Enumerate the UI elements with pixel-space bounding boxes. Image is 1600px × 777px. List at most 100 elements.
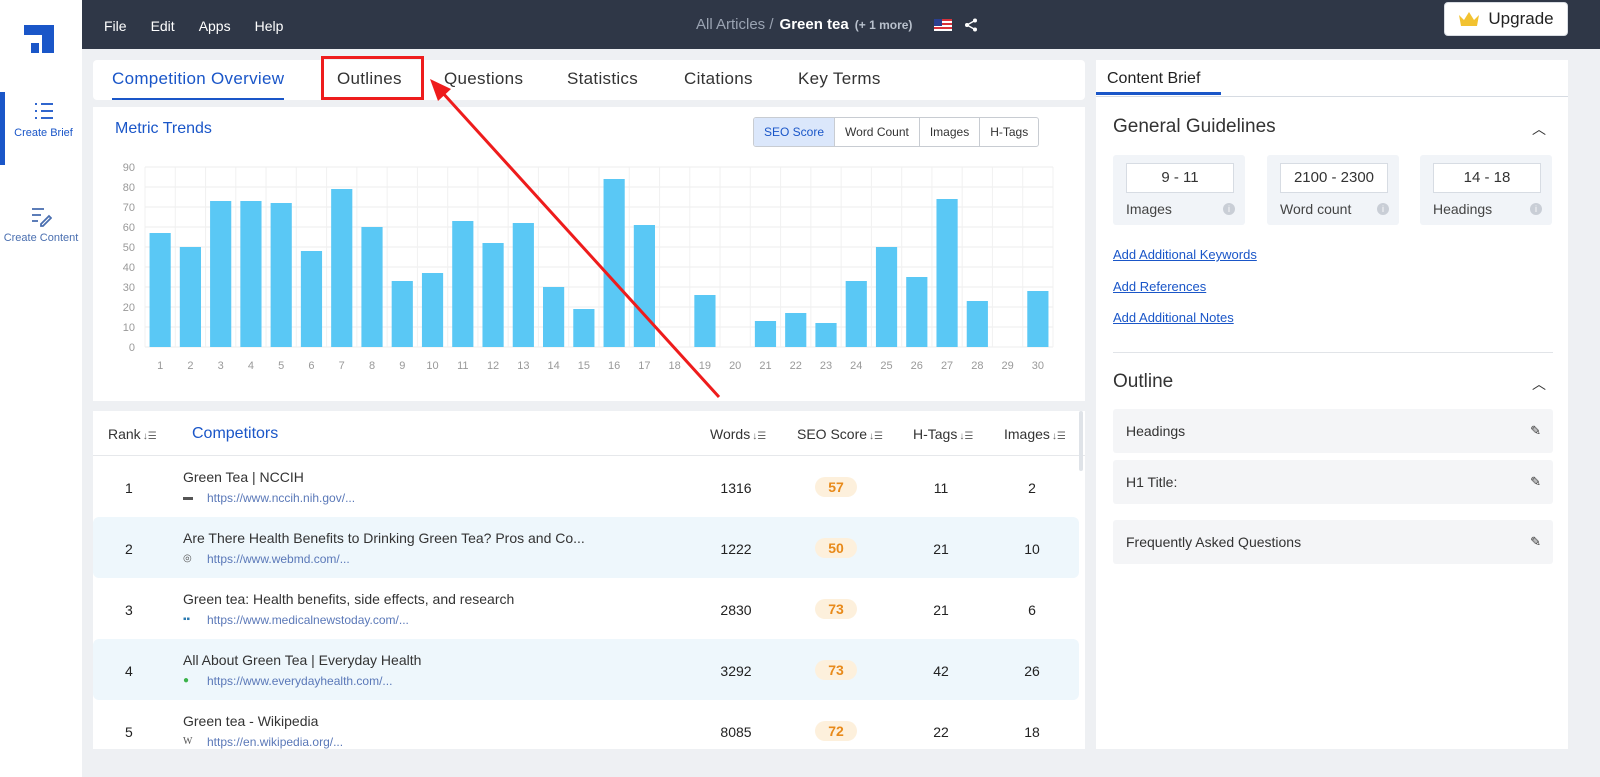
breadcrumb-all-articles[interactable]: All Articles / <box>696 16 774 33</box>
tab-statistics[interactable]: Statistics <box>567 69 639 88</box>
x-tick-label: 7 <box>339 360 345 372</box>
menu-edit[interactable]: Edit <box>150 18 175 34</box>
tab-competition-overview[interactable]: Competition Overview <box>112 69 285 100</box>
tab-key-terms[interactable]: Key Terms <box>798 69 881 88</box>
chart-bar <box>149 233 171 347</box>
tab-citations[interactable]: Citations <box>684 69 753 88</box>
images-cell: 18 <box>1024 724 1040 740</box>
chart-bar <box>966 301 988 347</box>
y-tick-label: 10 <box>123 322 135 334</box>
pencil-icon[interactable]: ✎ <box>1530 474 1541 489</box>
sidebar-item-create-brief[interactable]: Create Brief <box>0 92 82 165</box>
competitor-url[interactable]: https://www.nccih.nih.gov/... <box>207 491 356 505</box>
header-seo-score[interactable]: SEO Score ↓☰ <box>797 426 883 442</box>
metric-label: Images <box>1126 201 1172 217</box>
images-cell: 2 <box>1028 480 1036 496</box>
toggle-word-count[interactable]: Word Count <box>834 118 919 146</box>
share-icon[interactable] <box>964 18 978 32</box>
menu-file[interactable]: File <box>104 18 127 34</box>
content-brief-panel: Content Brief General Guidelines ︿ 9 - 1… <box>1096 60 1568 749</box>
table-row[interactable]: 4 All About Green Tea | Everyday Health … <box>93 639 1079 700</box>
upgrade-button[interactable]: Upgrade <box>1444 2 1568 36</box>
menu-help[interactable]: Help <box>254 18 284 34</box>
h-tags-cell: 22 <box>933 724 949 740</box>
header-words[interactable]: Words ↓☰ <box>710 426 767 442</box>
x-tick-label: 2 <box>187 360 193 372</box>
x-tick-label: 26 <box>911 360 923 372</box>
chevron-up-icon[interactable]: ︿ <box>1532 121 1546 137</box>
h-tags-cell: 42 <box>933 663 949 679</box>
metric-toggle: SEO Score Word Count Images H-Tags <box>753 117 1040 147</box>
chevron-up-icon[interactable]: ︿ <box>1532 376 1546 392</box>
outline-row-faq[interactable]: Frequently Asked Questions ✎ <box>1113 520 1553 564</box>
chart-bar <box>543 287 565 347</box>
tab-outlines[interactable]: Outlines <box>337 69 402 88</box>
info-icon[interactable]: i <box>1530 203 1542 215</box>
x-tick-label: 13 <box>517 360 529 372</box>
add-notes-link[interactable]: Add Additional Notes <box>1113 310 1234 325</box>
competitor-title[interactable]: Are There Health Benefits to Drinking Gr… <box>183 530 585 546</box>
competitor-title[interactable]: Green tea: Health benefits, side effects… <box>183 591 515 607</box>
chart-bar <box>633 225 655 347</box>
metric-headings: 14 - 18 Headings i <box>1420 155 1552 225</box>
crown-icon <box>1459 12 1480 26</box>
seo-score-badge: 73 <box>815 660 857 680</box>
pencil-icon[interactable]: ✎ <box>1530 423 1541 438</box>
competitor-url[interactable]: https://www.webmd.com/... <box>207 552 350 566</box>
words-cell: 2830 <box>720 602 752 618</box>
x-tick-label: 12 <box>487 360 499 372</box>
pencil-icon[interactable]: ✎ <box>1530 534 1541 549</box>
table-row[interactable]: 2 Are There Health Benefits to Drinking … <box>93 517 1079 578</box>
toggle-h-tags[interactable]: H-Tags <box>979 118 1038 146</box>
info-icon[interactable]: i <box>1377 203 1389 215</box>
table-scrollbar[interactable] <box>1079 411 1083 471</box>
competitor-url[interactable]: https://www.everydayhealth.com/... <box>207 674 393 688</box>
chart-bar <box>361 227 383 347</box>
app-logo-icon[interactable] <box>24 25 54 53</box>
rank-cell: 5 <box>125 724 133 740</box>
chart-bar <box>875 247 898 347</box>
competitor-title[interactable]: All About Green Tea | Everyday Health <box>183 652 422 668</box>
competitor-url[interactable]: https://en.wikipedia.org/... <box>207 735 344 749</box>
tab-bar: Competition Overview Outlines Questions … <box>93 60 1085 100</box>
x-tick-label: 19 <box>699 360 711 372</box>
toggle-seo-score[interactable]: SEO Score <box>754 118 835 146</box>
table-row[interactable]: 3 Green tea: Health benefits, side effec… <box>93 578 1079 639</box>
add-keywords-link[interactable]: Add Additional Keywords <box>1113 247 1257 262</box>
tab-questions[interactable]: Questions <box>444 69 524 88</box>
sidebar-item-label: Create Content <box>3 232 79 244</box>
competitor-url[interactable]: https://www.medicalnewstoday.com/... <box>207 613 409 627</box>
metric-value[interactable]: 9 - 11 <box>1126 163 1234 193</box>
toggle-images[interactable]: Images <box>918 118 979 146</box>
seo-score-badge: 73 <box>815 599 857 619</box>
tab-content-brief[interactable]: Content Brief <box>1107 70 1201 87</box>
header-images[interactable]: Images ↓☰ <box>1004 426 1066 442</box>
sort-icon: ↓☰ <box>752 431 767 442</box>
header-h-tags[interactable]: H-Tags ↓☰ <box>913 426 974 442</box>
x-tick-label: 9 <box>399 360 405 372</box>
y-tick-label: 0 <box>129 342 135 354</box>
table-row[interactable]: 5 Green tea - Wikipedia W https://en.wik… <box>93 700 1079 749</box>
outline-label: Headings <box>1126 423 1186 439</box>
metric-value[interactable]: 2100 - 2300 <box>1280 163 1388 193</box>
outline-title: Outline <box>1113 371 1174 392</box>
outline-row-headings[interactable]: Headings ✎ <box>1113 409 1553 453</box>
outline-row-h1-title[interactable]: H1 Title: ✎ <box>1113 460 1553 504</box>
chart-bar <box>694 295 716 347</box>
metric-value[interactable]: 14 - 18 <box>1433 163 1541 193</box>
table-row[interactable]: 1 Green Tea | NCCIH ▬ https://www.nccih.… <box>93 456 1079 517</box>
competitor-title[interactable]: Green Tea | NCCIH <box>183 469 304 485</box>
breadcrumb-more[interactable]: (+ 1 more) <box>854 17 913 32</box>
chart-bar <box>300 251 323 347</box>
menu-bar: File Edit Apps Help <box>104 18 283 34</box>
add-references-link[interactable]: Add References <box>1113 279 1207 294</box>
menu-apps[interactable]: Apps <box>198 18 231 34</box>
header-rank[interactable]: Rank ↓☰ <box>108 426 157 442</box>
sidebar-item-create-content[interactable]: Create Content <box>0 205 82 245</box>
h-tags-cell: 11 <box>933 480 949 496</box>
info-icon[interactable]: i <box>1223 203 1235 215</box>
competitor-title[interactable]: Green tea - Wikipedia <box>183 713 319 729</box>
tab-underline <box>1096 92 1221 95</box>
us-flag-icon[interactable] <box>934 18 953 31</box>
